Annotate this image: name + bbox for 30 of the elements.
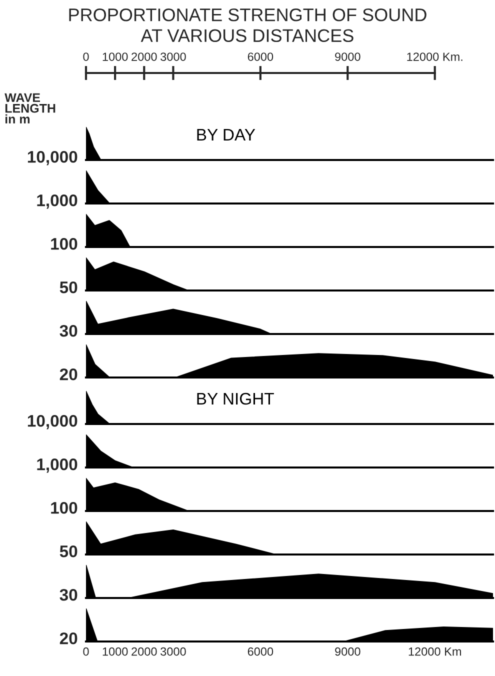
y-axis-title: 100 xyxy=(51,238,78,250)
chart-subtitle: BY NIGHT xyxy=(197,392,274,405)
y-axis-title: 30 xyxy=(60,588,78,601)
x2-tick-label: 9000 xyxy=(335,52,360,61)
y-axis-title: 1,000 xyxy=(37,194,78,209)
y-axis-title: 20 xyxy=(60,632,78,644)
x-tick-label: 1000 xyxy=(102,647,128,656)
x-tick-label: 3000 xyxy=(160,647,186,656)
y-axis-title: 50 xyxy=(60,281,78,294)
x2-tick-label: 0 xyxy=(83,52,89,61)
x-tick-label: 0 xyxy=(83,647,89,656)
y-axis-title: 100 xyxy=(51,502,78,514)
x-tick-label: 12000 Km xyxy=(408,647,461,656)
x2-tick-label: 2000 xyxy=(132,52,157,61)
x2-tick-label: 12000 Km. xyxy=(407,52,462,61)
x-tick-label: 2000 xyxy=(132,647,157,656)
text: WAVE LENGTH in m xyxy=(4,93,56,124)
y-axis-title: 10,000 xyxy=(28,150,78,166)
x-tick-label: 9000 xyxy=(335,647,360,656)
y-axis-title: 1,000 xyxy=(37,458,78,473)
x2-tick-label: 1000 xyxy=(102,52,128,61)
chart-subtitle: BY DAY xyxy=(197,129,256,141)
y-axis-title: 20 xyxy=(60,368,78,380)
y-axis-title: 50 xyxy=(60,545,78,558)
x2-tick-label: 3000 xyxy=(160,52,186,61)
y-axis-title: 30 xyxy=(60,324,78,337)
y-axis-title: 10,000 xyxy=(28,414,78,430)
chart-title: PROPORTIONATE STRENGTH OF SOUND AT VARIOUS DISTANCES xyxy=(69,8,426,42)
x2-tick-label: 6000 xyxy=(248,52,274,61)
x-tick-label: 6000 xyxy=(248,647,274,656)
